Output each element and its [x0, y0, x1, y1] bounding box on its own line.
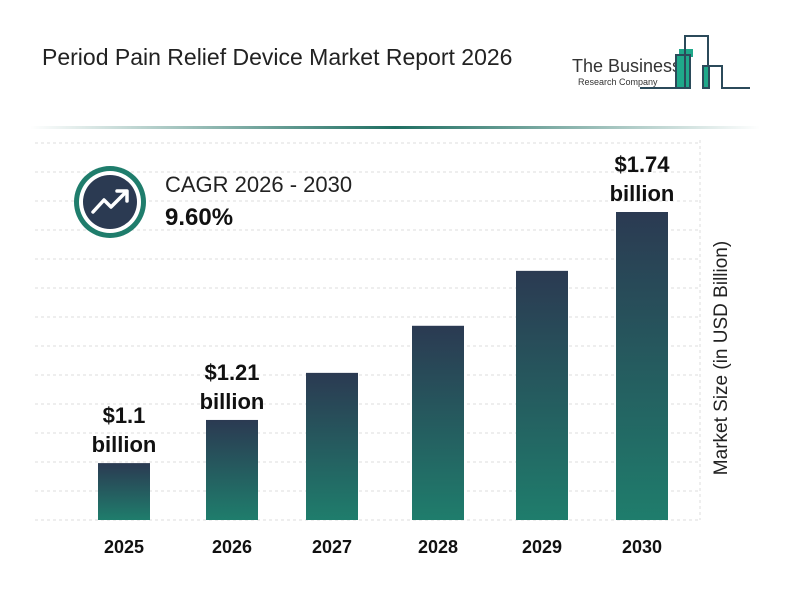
data-label: $1.21 [204, 360, 259, 385]
bar-2026 [206, 419, 258, 520]
bar-2027 [306, 372, 358, 520]
data-label: $1.74 [614, 152, 670, 177]
x-tick-label: 2026 [212, 537, 252, 557]
trending-up-icon [91, 190, 128, 214]
bar-2025 [98, 463, 150, 520]
bar-2028 [412, 325, 464, 520]
x-tick-label: 2030 [622, 537, 662, 557]
cagr-label: CAGR 2026 - 2030 [165, 172, 353, 197]
logo-mark [640, 35, 750, 89]
x-tick-label: 2027 [312, 537, 352, 557]
data-label: billion [200, 389, 265, 414]
bar-2029 [516, 270, 568, 520]
x-tick-label: 2029 [522, 537, 562, 557]
data-label: $1.1 [103, 403, 146, 428]
bar-2030 [616, 212, 668, 520]
data-label: billion [610, 181, 675, 206]
divider [30, 126, 760, 129]
page-title: Period Pain Relief Device Market Report … [42, 44, 513, 70]
x-tick-label: 2025 [104, 537, 144, 557]
cagr-value: 9.60% [165, 204, 234, 231]
logo-text: The Business [572, 56, 682, 76]
x-tick-label: 2028 [418, 537, 458, 557]
y-axis-label: Market Size (in USD Billion) [711, 240, 732, 476]
data-label: billion [92, 432, 157, 457]
logo-subtext: Research Company [578, 77, 658, 87]
cagr-badge [74, 166, 146, 238]
